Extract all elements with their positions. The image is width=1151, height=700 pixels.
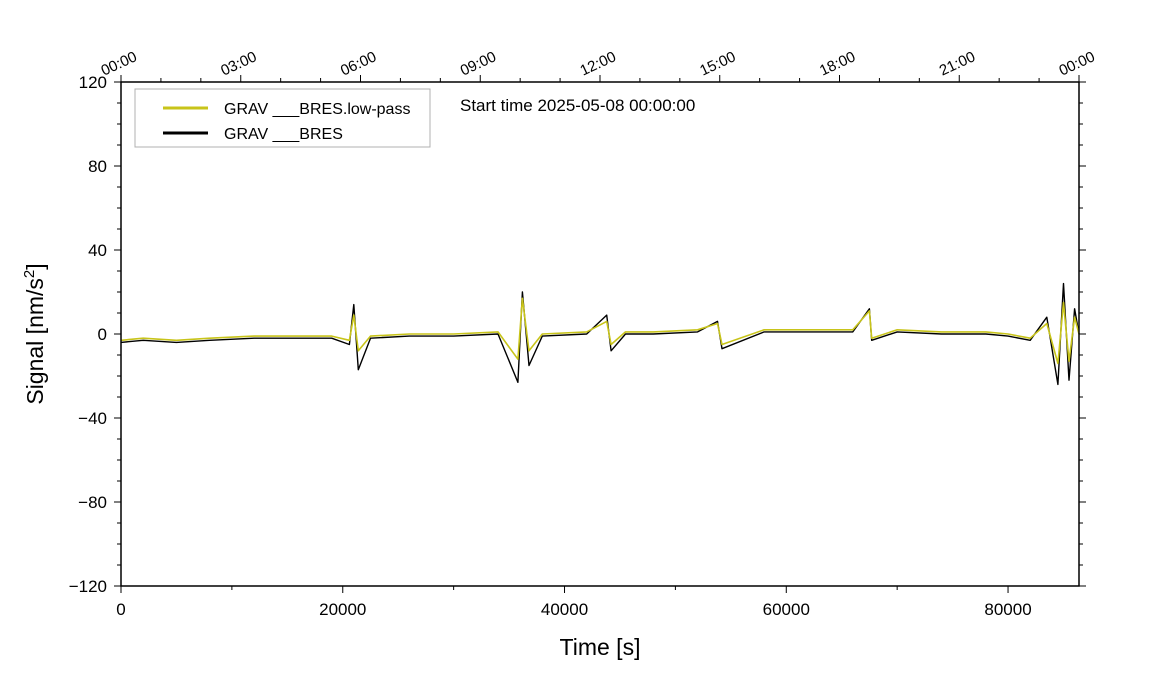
x-tick-label-2: 40000 [541, 600, 588, 619]
y-tick-label-6: −120 [69, 577, 107, 596]
y-tick-label-2: 40 [88, 241, 107, 260]
y-tick-label-3: 0 [98, 325, 107, 344]
legend: GRAV ___BRES.low-pass GRAV ___BRES [134, 88, 431, 148]
y-tick-label-5: −80 [78, 493, 107, 512]
y-axis-title: Signal [nm/s2] [21, 263, 48, 404]
x-tick-label-0: 0 [116, 600, 125, 619]
legend-label-raw: GRAV ___BRES [224, 126, 343, 143]
x-axis-title: Time [s] [560, 634, 641, 660]
series-line-1 [120, 282, 1080, 386]
x-tick-label-4: 80000 [984, 600, 1031, 619]
y-axis-title-superscript: 2 [21, 270, 38, 278]
start-time-annotation: Start time 2025-05-08 00:00:00 [460, 96, 695, 115]
y-tick-label-1: 80 [88, 157, 107, 176]
legend-label-low-pass: GRAV ___BRES.low-pass [224, 101, 410, 118]
y-axis-title-main: Signal [nm/s [22, 278, 48, 405]
y-tick-label-0: 120 [79, 73, 107, 92]
y-tick-label-4: −40 [78, 409, 107, 428]
x-tick-label-3: 60000 [763, 600, 810, 619]
series-line-0 [120, 297, 1080, 365]
chart-marks [120, 282, 1080, 386]
legend-box [134, 88, 431, 148]
y-axis-title-suffix: ] [22, 263, 48, 269]
x-tick-label-1: 20000 [319, 600, 366, 619]
